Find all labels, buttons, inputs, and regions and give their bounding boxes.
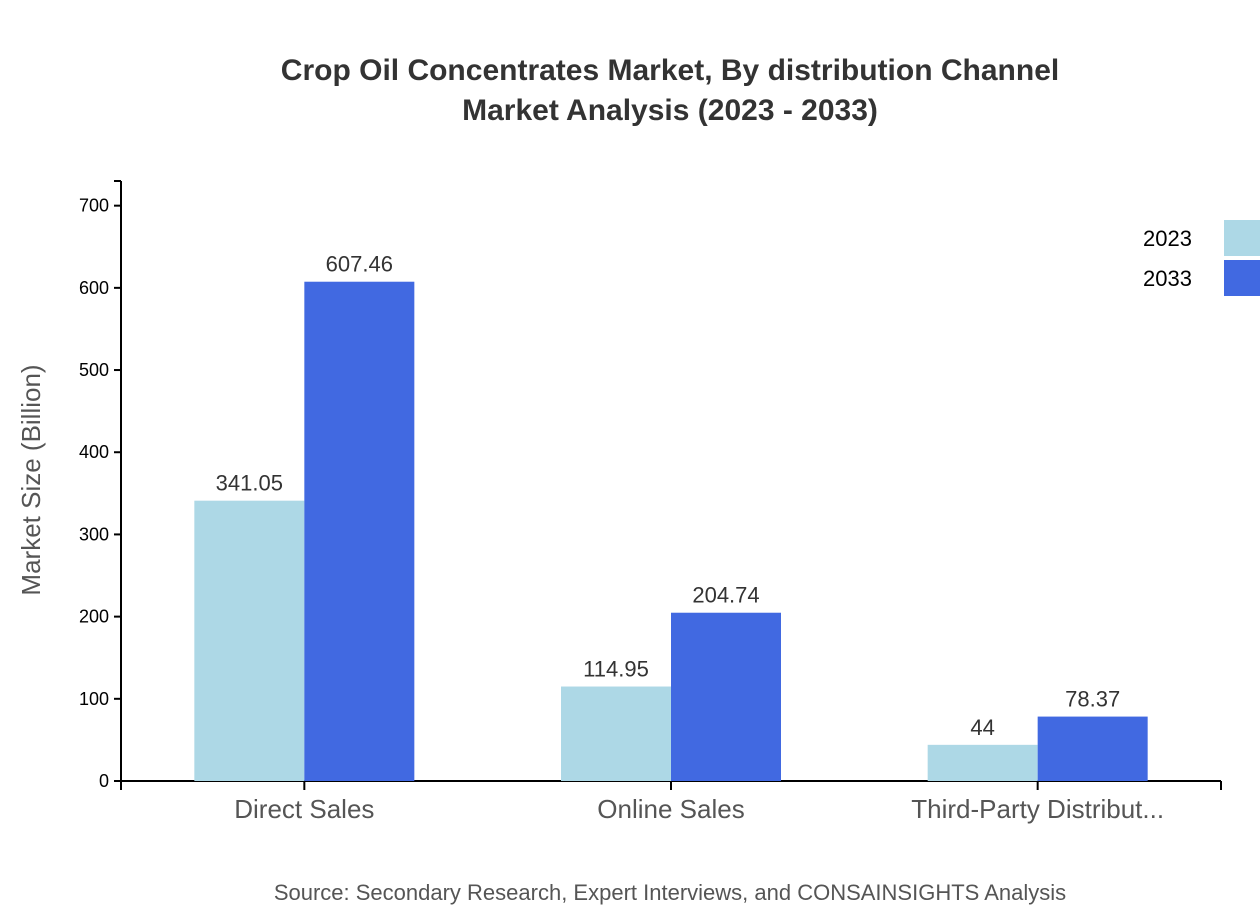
x-tick-label: Third-Party Distribut...	[911, 794, 1164, 824]
data-label: 204.74	[692, 583, 759, 608]
bar-2023	[561, 686, 671, 781]
data-label: 78.37	[1065, 687, 1120, 712]
data-label: 341.05	[216, 471, 283, 496]
y-tick-label: 300	[79, 524, 109, 544]
data-label: 114.95	[583, 657, 649, 682]
x-tick-label: Direct Sales	[234, 794, 374, 824]
chart-title-line-2: Market Analysis (2023 - 2033)	[462, 94, 878, 127]
legend-swatch	[1224, 260, 1260, 296]
legend-swatch	[1224, 220, 1260, 256]
y-tick-label: 600	[79, 278, 109, 298]
bar-2023	[194, 500, 305, 781]
chart-title-line-1: Crop Oil Concentrates Market, By distrib…	[281, 54, 1059, 87]
y-tick-label: 500	[79, 360, 109, 380]
bar-2023	[927, 744, 1038, 781]
data-label: 607.46	[326, 252, 393, 277]
x-tick-label: Online Sales	[597, 794, 744, 824]
y-tick-label: 200	[79, 607, 109, 627]
y-tick-label: 700	[79, 196, 109, 216]
bar-2033	[304, 281, 415, 781]
y-axis-label: Market Size (Billion)	[16, 364, 46, 595]
y-tick-label: 0	[99, 771, 109, 791]
legend-label: 2023	[1143, 226, 1192, 251]
bar-2033	[1037, 716, 1148, 781]
y-tick-label: 100	[79, 689, 109, 709]
bar-2033	[671, 612, 781, 781]
source-note: Source: Secondary Research, Expert Inter…	[274, 880, 1066, 905]
data-label: 44	[970, 715, 994, 740]
legend-label: 2033	[1143, 266, 1192, 291]
y-tick-label: 400	[79, 442, 109, 462]
